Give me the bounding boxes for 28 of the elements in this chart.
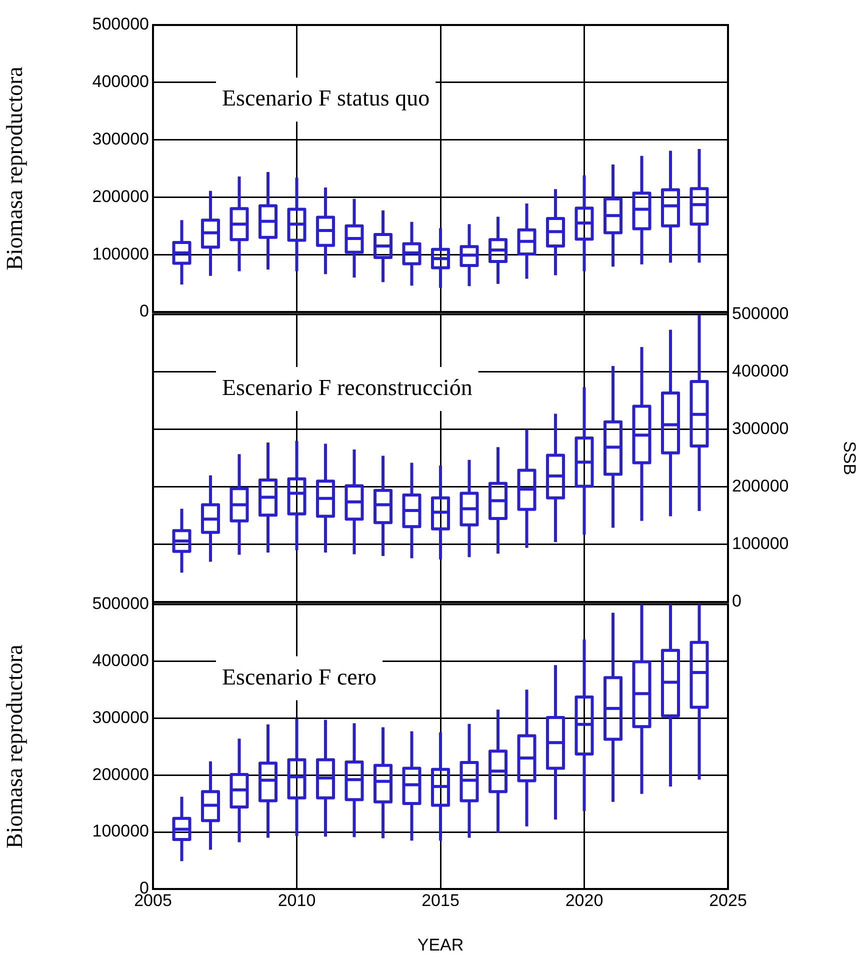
annotation: Escenario F status quo (222, 86, 430, 111)
y-axis-title: Biomasa reproductora (2, 644, 27, 848)
y-tick-label: 400000 (92, 72, 149, 92)
y-tick-label: 400000 (732, 361, 789, 380)
y-tick-label: 500000 (92, 594, 149, 613)
annotation: Escenario F reconstrucción (222, 375, 473, 400)
x-tick-label: 2020 (565, 890, 604, 910)
y-tick-label: 200000 (92, 186, 149, 206)
x-axis-title: YEAR (417, 935, 464, 954)
y-tick-label: 500000 (732, 304, 789, 323)
y-tick-label: 200000 (732, 476, 789, 496)
y-tick-label: 300000 (732, 419, 789, 438)
y-axis-title: Biomasa reproductora (2, 66, 27, 270)
x-tick-label: 2015 (422, 890, 460, 910)
y-tick-label: 300000 (92, 129, 149, 148)
annotation: Escenario F cero (222, 664, 377, 690)
y-tick-label: 100000 (92, 822, 149, 841)
x-tick-label: 2010 (278, 890, 316, 910)
y-tick-label: 0 (732, 592, 742, 611)
y-axis-title: SSB (840, 441, 860, 476)
y-tick-label: 300000 (92, 708, 149, 727)
y-tick-label: 100000 (92, 244, 149, 264)
y-tick-label: 400000 (92, 650, 149, 670)
y-tick-label: 0 (140, 302, 149, 321)
x-tick-label: 2025 (709, 890, 747, 910)
y-tick-label: 100000 (732, 534, 789, 554)
y-tick-label: 500000 (92, 14, 149, 34)
y-tick-label: 200000 (92, 764, 149, 784)
